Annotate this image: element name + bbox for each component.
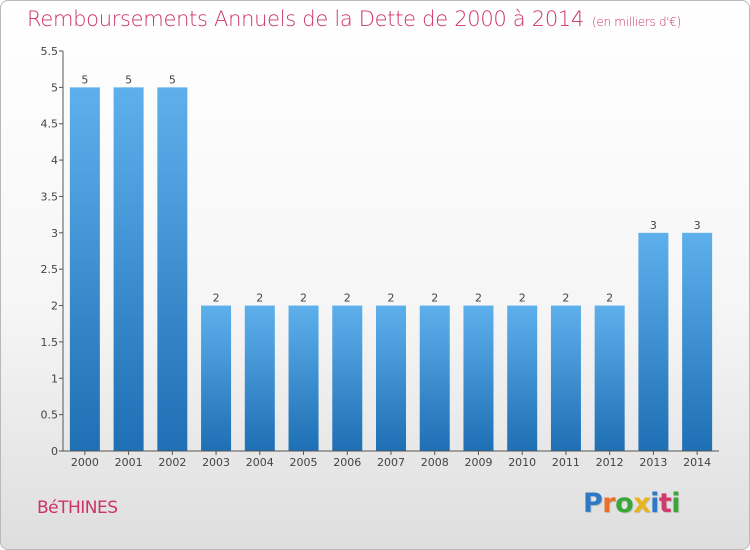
- y-tick-label: 0: [51, 445, 58, 458]
- bar: [463, 305, 494, 451]
- x-tick-label: 2006: [333, 456, 361, 469]
- logo-letter: o: [615, 488, 634, 519]
- y-tick-label: 3: [51, 227, 58, 240]
- x-tick-label: 2009: [464, 456, 492, 469]
- x-tick-label: 2008: [421, 456, 449, 469]
- y-tick-label: 0.5: [41, 409, 59, 422]
- bar-value-label: 5: [81, 73, 88, 86]
- y-tick-label: 3.5: [41, 190, 59, 203]
- chart-unit-label: (en milliers d'€): [592, 15, 682, 29]
- bar-value-label: 2: [475, 292, 482, 305]
- bar-value-label: 2: [431, 292, 438, 305]
- x-tick-label: 2010: [508, 456, 536, 469]
- logo-letter: i: [671, 488, 681, 519]
- x-tick-label: 2011: [552, 456, 580, 469]
- bar: [157, 87, 188, 451]
- bar: [594, 305, 625, 451]
- chart-title-text: Remboursements Annuels de la Dette de 20…: [27, 7, 584, 31]
- bar-value-label: 2: [256, 292, 263, 305]
- bar-value-label: 2: [519, 292, 526, 305]
- x-tick-label: 2012: [596, 456, 624, 469]
- bar-value-label: 2: [344, 292, 351, 305]
- bar: [332, 305, 363, 451]
- bar: [376, 305, 406, 451]
- bar: [682, 232, 713, 451]
- logo-letter: i: [650, 488, 659, 519]
- y-tick-label: 5.5: [41, 45, 59, 58]
- logo-letter: P: [583, 488, 603, 519]
- bar-value-label: 5: [169, 73, 176, 86]
- bar: [113, 87, 144, 451]
- x-tick-label: 2001: [115, 456, 143, 469]
- bar: [638, 232, 669, 451]
- logo-letter: x: [633, 488, 651, 519]
- y-axis-ticks: 0 0.5 1 1.5 2 2.5 3 3.5 4 4.5 5 5.5: [41, 45, 63, 458]
- y-tick-label: 5: [51, 81, 58, 94]
- bar: [507, 305, 538, 451]
- bar: [69, 87, 100, 451]
- bar: [244, 305, 275, 451]
- bar-value-label: 2: [606, 292, 613, 305]
- city-name: BéTHINES: [37, 498, 118, 518]
- y-tick-label: 2: [51, 300, 58, 313]
- y-tick-label: 2.5: [41, 263, 59, 276]
- x-tick-label: 2007: [377, 456, 405, 469]
- y-tick-label: 4.5: [41, 118, 59, 131]
- x-tick-label: 2002: [158, 456, 186, 469]
- x-tick-label: 2000: [71, 456, 99, 469]
- bar: [201, 305, 232, 451]
- x-axis-ticks: 2000 2001 2002 2003 2004 2005 2006 2007 2008 2009…: [71, 451, 711, 469]
- bar-value-label: 5: [125, 73, 132, 86]
- bar-value-label: 3: [694, 219, 701, 232]
- bar-value-label: 2: [388, 292, 395, 305]
- chart-title: Remboursements Annuels de la Dette de 20…: [27, 7, 681, 31]
- x-tick-label: 2013: [639, 456, 667, 469]
- bar: [419, 305, 450, 451]
- x-tick-label: 2014: [683, 456, 711, 469]
- bar: [288, 305, 319, 451]
- bar-value-label: 3: [650, 219, 657, 232]
- y-tick-label: 4: [51, 154, 58, 167]
- bar-value-label: 2: [213, 292, 220, 305]
- y-tick-label: 1.5: [41, 336, 59, 349]
- logo-letter: t: [658, 488, 672, 519]
- proxiti-logo: Proxiti: [583, 488, 681, 519]
- x-tick-label: 2005: [290, 456, 318, 469]
- bars: 5 5 5 2 2 2 2 2 2 2 2 2 2 3 3: [69, 73, 713, 451]
- x-tick-label: 2004: [246, 456, 274, 469]
- bar-value-label: 2: [562, 292, 569, 305]
- logo-letter: r: [602, 488, 616, 519]
- y-tick-label: 1: [51, 372, 58, 385]
- bar: [550, 305, 581, 451]
- bar-value-label: 2: [300, 292, 307, 305]
- x-tick-label: 2003: [202, 456, 230, 469]
